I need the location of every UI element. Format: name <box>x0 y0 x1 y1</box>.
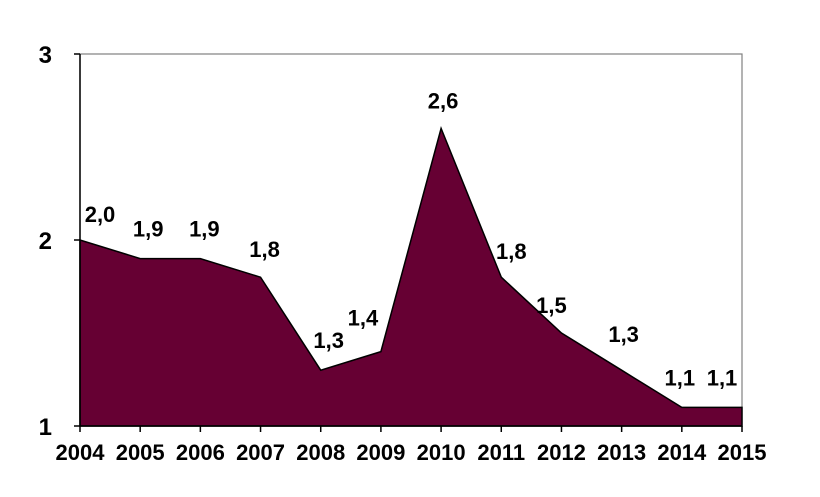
data-label: 1,3 <box>608 322 639 347</box>
x-tick-label: 2009 <box>356 440 405 465</box>
data-label: 1,1 <box>665 365 696 390</box>
area-series <box>79 126 743 427</box>
x-tick-label: 2010 <box>417 440 466 465</box>
data-label: 1,4 <box>348 306 379 331</box>
data-label: 1,3 <box>313 328 344 353</box>
x-tick-label: 2008 <box>296 440 345 465</box>
data-label: 1,9 <box>189 217 220 242</box>
x-tick-label: 2006 <box>176 440 225 465</box>
x-tick-label: 2012 <box>537 440 586 465</box>
x-tick-label: 2014 <box>657 440 707 465</box>
x-tick-label: 2007 <box>236 440 285 465</box>
data-label: 1,8 <box>496 239 527 264</box>
y-tick-label: 1 <box>39 414 52 441</box>
x-tick-label: 2011 <box>477 440 525 465</box>
y-tick-label: 3 <box>39 42 52 69</box>
data-label: 2,6 <box>428 88 459 113</box>
data-label: 2,0 <box>85 202 116 227</box>
x-tick-label: 2005 <box>116 440 165 465</box>
y-tick-label: 2 <box>39 228 52 255</box>
data-label: 1,1 <box>707 365 738 390</box>
x-tick-label: 2013 <box>597 440 646 465</box>
data-label: 1,9 <box>133 217 164 242</box>
x-tick-label: 2004 <box>56 440 106 465</box>
data-label: 1,5 <box>536 293 567 318</box>
x-tick-label: 2015 <box>718 440 767 465</box>
data-label: 1,8 <box>249 237 280 262</box>
